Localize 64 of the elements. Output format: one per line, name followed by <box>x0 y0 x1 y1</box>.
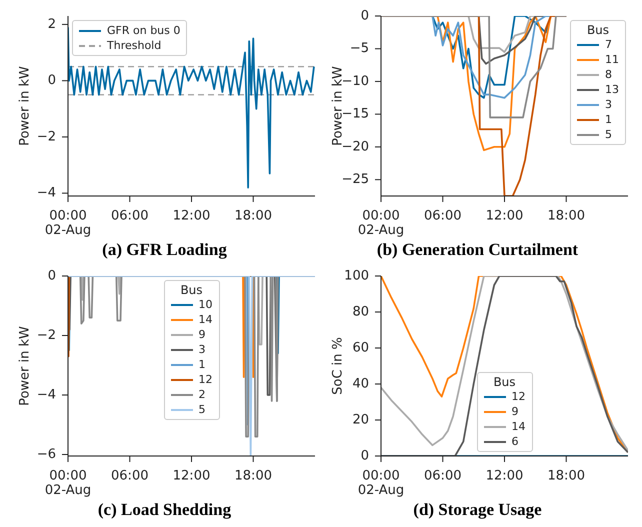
y-tick-label: 100 <box>344 268 369 284</box>
x-tick-label: 00:00 02-Aug <box>44 468 92 498</box>
legend-label: 14 <box>198 312 212 327</box>
y-tick-label: 20 <box>352 412 369 428</box>
legend-label: 2 <box>198 387 206 402</box>
y-tick-label: −4 <box>36 186 56 201</box>
text: (d) Storage Usage <box>412 500 543 521</box>
x-tick-label: 06:00 <box>424 468 462 484</box>
x-tick-label: 06:00 <box>111 468 148 484</box>
x-tick-label: 12:00 <box>486 208 524 224</box>
x-tick-label: 18:00 <box>548 468 585 484</box>
legend-label: Threshold <box>107 38 162 53</box>
x-tick-label: 12:00 <box>172 468 210 484</box>
y-tick-label: 2 <box>48 16 56 32</box>
y-tick-label: 40 <box>352 376 369 392</box>
x-tick-label: 12:00 <box>486 468 524 484</box>
y-axis-title: SoC in % <box>330 337 346 395</box>
y-tick-label: −6 <box>36 447 56 462</box>
text: (b) Generation Curtailment <box>376 240 580 261</box>
y-tick-label: 0 <box>360 448 369 464</box>
legend-label: 14 <box>512 419 526 434</box>
legend-label: GFR on bus 0 <box>107 23 180 38</box>
legend-title: Bus <box>492 375 517 389</box>
legend-label: 10 <box>198 297 212 312</box>
legend-label: 7 <box>605 37 612 52</box>
legend-label: 1 <box>605 112 612 127</box>
legend-label: 8 <box>605 67 612 82</box>
legend-label: 3 <box>198 342 206 357</box>
y-tick-label: −2 <box>36 328 56 344</box>
x-tick-label: 00:00 02-Aug <box>44 208 92 238</box>
legend-label: 1 <box>198 357 206 372</box>
x-tick-label: 18:00 <box>234 468 272 484</box>
legend-label: 11 <box>605 52 619 67</box>
legend-label: 9 <box>512 404 518 419</box>
x-tick-label: 18:00 <box>548 208 585 224</box>
legend-label: 5 <box>605 127 612 142</box>
y-tick-label: 0 <box>48 73 56 88</box>
legend-title: Bus <box>586 23 610 37</box>
legend-label: 12 <box>512 389 526 404</box>
legend-label: 12 <box>198 372 212 387</box>
y-tick-label: −25 <box>342 172 369 188</box>
legend-label: 5 <box>198 402 206 417</box>
x-tick-label: 18:00 <box>234 208 272 224</box>
legend-label: 13 <box>605 82 619 97</box>
y-tick-label: 0 <box>360 8 369 24</box>
x-tick-label: 06:00 <box>424 208 462 224</box>
y-tick-label: 80 <box>352 304 369 320</box>
x-tick-label: 00:00 02-Aug <box>358 208 404 238</box>
y-tick-label: 60 <box>352 340 369 356</box>
legend-label: 9 <box>198 327 206 342</box>
text: (a) GFR Loading <box>101 240 228 261</box>
y-tick-label: 0 <box>48 268 56 284</box>
x-tick-label: 12:00 <box>172 208 210 224</box>
y-axis-title: Power in kW <box>18 326 33 406</box>
legend-title: Bus <box>179 283 204 297</box>
text: (c) Load Shedding <box>96 500 232 521</box>
y-tick-label: −2 <box>36 129 56 144</box>
legend-label: 6 <box>512 434 518 449</box>
y-tick-label: −5 <box>350 41 369 56</box>
x-tick-label: 06:00 <box>111 208 148 224</box>
legend-label: 3 <box>605 97 612 112</box>
y-tick-label: −4 <box>36 388 56 403</box>
y-axis-title: Power in kW <box>18 66 33 146</box>
x-tick-label: 00:00 02-Aug <box>358 468 404 498</box>
